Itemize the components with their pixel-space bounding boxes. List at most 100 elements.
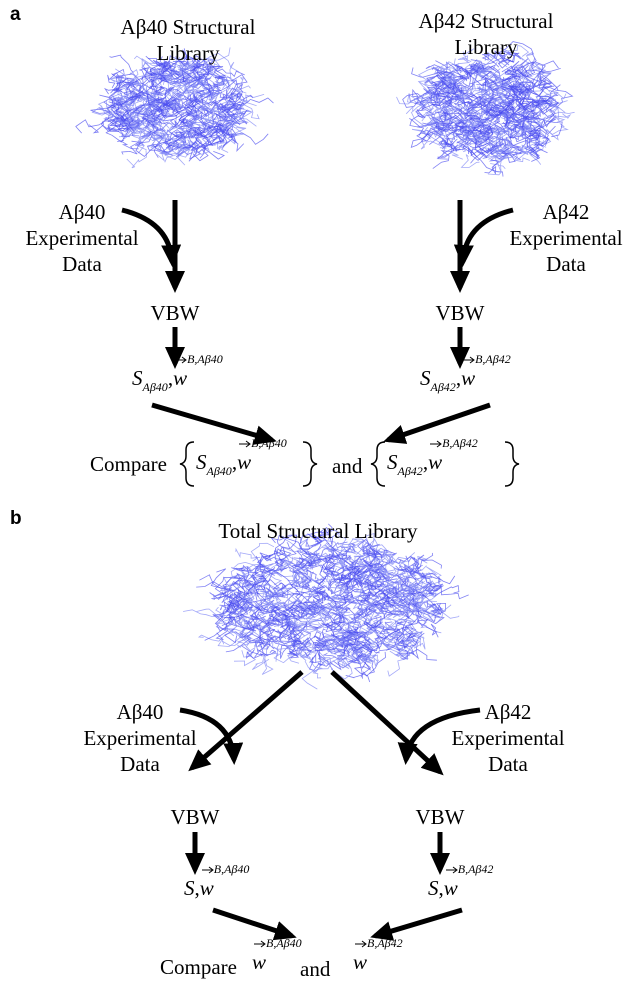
- superscript: B,Aβ40: [251, 436, 287, 450]
- library-title: Total Structural Library: [218, 518, 417, 544]
- subscript: Aβ40: [207, 464, 232, 478]
- arrow: [332, 672, 440, 772]
- conjunction: and: [332, 454, 362, 479]
- text-line: Aβ42 Structural: [419, 8, 554, 34]
- vector-symbol: w: [428, 450, 442, 474]
- vector-symbol: w: [173, 366, 187, 390]
- vector-symbol: w: [461, 366, 475, 390]
- arrow-glyph: [254, 941, 265, 947]
- compare-word: Compare: [90, 452, 167, 477]
- input-label: Aβ40 Experimental Data: [25, 199, 138, 277]
- output: SAβ40,wB,Aβ40: [132, 366, 187, 395]
- vector: wB,Aβ42: [428, 450, 442, 475]
- vector-superscript: B,Aβ40: [254, 936, 302, 951]
- vector-superscript: B,Aβ42: [430, 436, 478, 451]
- vector-superscript: B,Aβ40: [202, 862, 250, 877]
- input-label: Aβ40 Experimental Data: [83, 699, 196, 777]
- brace: [180, 442, 194, 486]
- library-title: Aβ40 Structural Library: [121, 14, 256, 66]
- arrow: [388, 405, 490, 440]
- superscript: B,Aβ40: [266, 936, 302, 950]
- arrow-glyph: [239, 441, 250, 447]
- vector: wB,Aβ40: [237, 450, 251, 475]
- superscript: B,Aβ42: [475, 352, 511, 366]
- vector-superscript: B,Aβ42: [355, 936, 403, 951]
- text-line: Aβ40: [83, 699, 196, 725]
- superscript: B,Aβ40: [187, 352, 223, 366]
- arrow-glyph: [355, 941, 366, 947]
- arrow: [463, 210, 513, 262]
- subscript: Aβ42: [398, 464, 423, 478]
- vector-symbol: w: [200, 876, 214, 900]
- vector-symbol: w: [237, 450, 251, 474]
- vector: wB,Aβ42: [461, 366, 475, 391]
- vector-symbol: w: [444, 876, 458, 900]
- symbol: S: [132, 366, 143, 390]
- vector-arrow: [355, 940, 367, 948]
- vector-arrow: [202, 866, 214, 874]
- text-line: Library: [121, 40, 256, 66]
- compare-item: SAβ40,wB,Aβ40: [196, 450, 251, 479]
- structure-strand: [435, 588, 468, 599]
- panel-label: a: [10, 4, 21, 26]
- vector-arrow: [446, 866, 458, 874]
- arrow: [152, 405, 272, 440]
- vector-superscript: B,Aβ40: [175, 352, 223, 367]
- arrow: [213, 910, 292, 936]
- diagram-art: [0, 0, 632, 984]
- method: VBW: [416, 804, 465, 830]
- structure-strand: [274, 652, 278, 662]
- structure-strand: [302, 661, 321, 689]
- vector-arrow: [254, 940, 266, 948]
- conjunction: and: [300, 957, 330, 982]
- text-line: Aβ40 Structural: [121, 14, 256, 40]
- structure-strand: [314, 632, 321, 642]
- text-line: Data: [83, 751, 196, 777]
- vector-arrow: [239, 440, 251, 448]
- output: S,wB,Aβ42: [428, 876, 458, 901]
- vector-arrow: [175, 356, 187, 364]
- arrow: [375, 910, 462, 936]
- input-label: Aβ42 Experimental Data: [451, 699, 564, 777]
- method: VBW: [436, 300, 485, 326]
- vector-superscript: B,Aβ40: [239, 436, 287, 451]
- structure-strand: [355, 662, 370, 682]
- structure-strand: [426, 567, 441, 584]
- compare-item: wB,Aβ40: [252, 950, 266, 975]
- superscript: B,Aβ42: [367, 936, 403, 950]
- compare-item: wB,Aβ42: [353, 950, 367, 975]
- text-line: Aβ40: [25, 199, 138, 225]
- superscript: B,Aβ42: [458, 862, 494, 876]
- text-line: Experimental: [25, 225, 138, 251]
- vector-superscript: B,Aβ42: [446, 862, 494, 877]
- vector: wB,Aβ42: [353, 950, 367, 975]
- library-title: Aβ42 Structural Library: [419, 8, 554, 60]
- text-line: Data: [451, 751, 564, 777]
- vector: wB,Aβ42: [444, 876, 458, 901]
- text-line: Experimental: [83, 725, 196, 751]
- vector-superscript: B,Aβ42: [463, 352, 511, 367]
- vector-symbol: w: [252, 950, 266, 974]
- vector-symbol: w: [353, 950, 367, 974]
- structure-strand: [426, 624, 438, 637]
- subscript: Aβ40: [143, 380, 168, 394]
- text-line: Data: [509, 251, 622, 277]
- superscript: B,Aβ40: [214, 862, 250, 876]
- arrow-glyph: [446, 867, 457, 873]
- text-line: Experimental: [509, 225, 622, 251]
- symbol: S: [196, 450, 207, 474]
- brace: [371, 442, 385, 486]
- text-line: Experimental: [451, 725, 564, 751]
- text-line: Aβ42: [451, 699, 564, 725]
- method: VBW: [171, 804, 220, 830]
- input-label: Aβ42 Experimental Data: [509, 199, 622, 277]
- superscript: B,Aβ42: [442, 436, 478, 450]
- vector-arrow: [463, 356, 475, 364]
- symbol: S: [387, 450, 398, 474]
- symbol: S: [184, 876, 195, 900]
- symbol: S: [428, 876, 439, 900]
- method: VBW: [151, 300, 200, 326]
- compare-word: Compare: [160, 955, 237, 980]
